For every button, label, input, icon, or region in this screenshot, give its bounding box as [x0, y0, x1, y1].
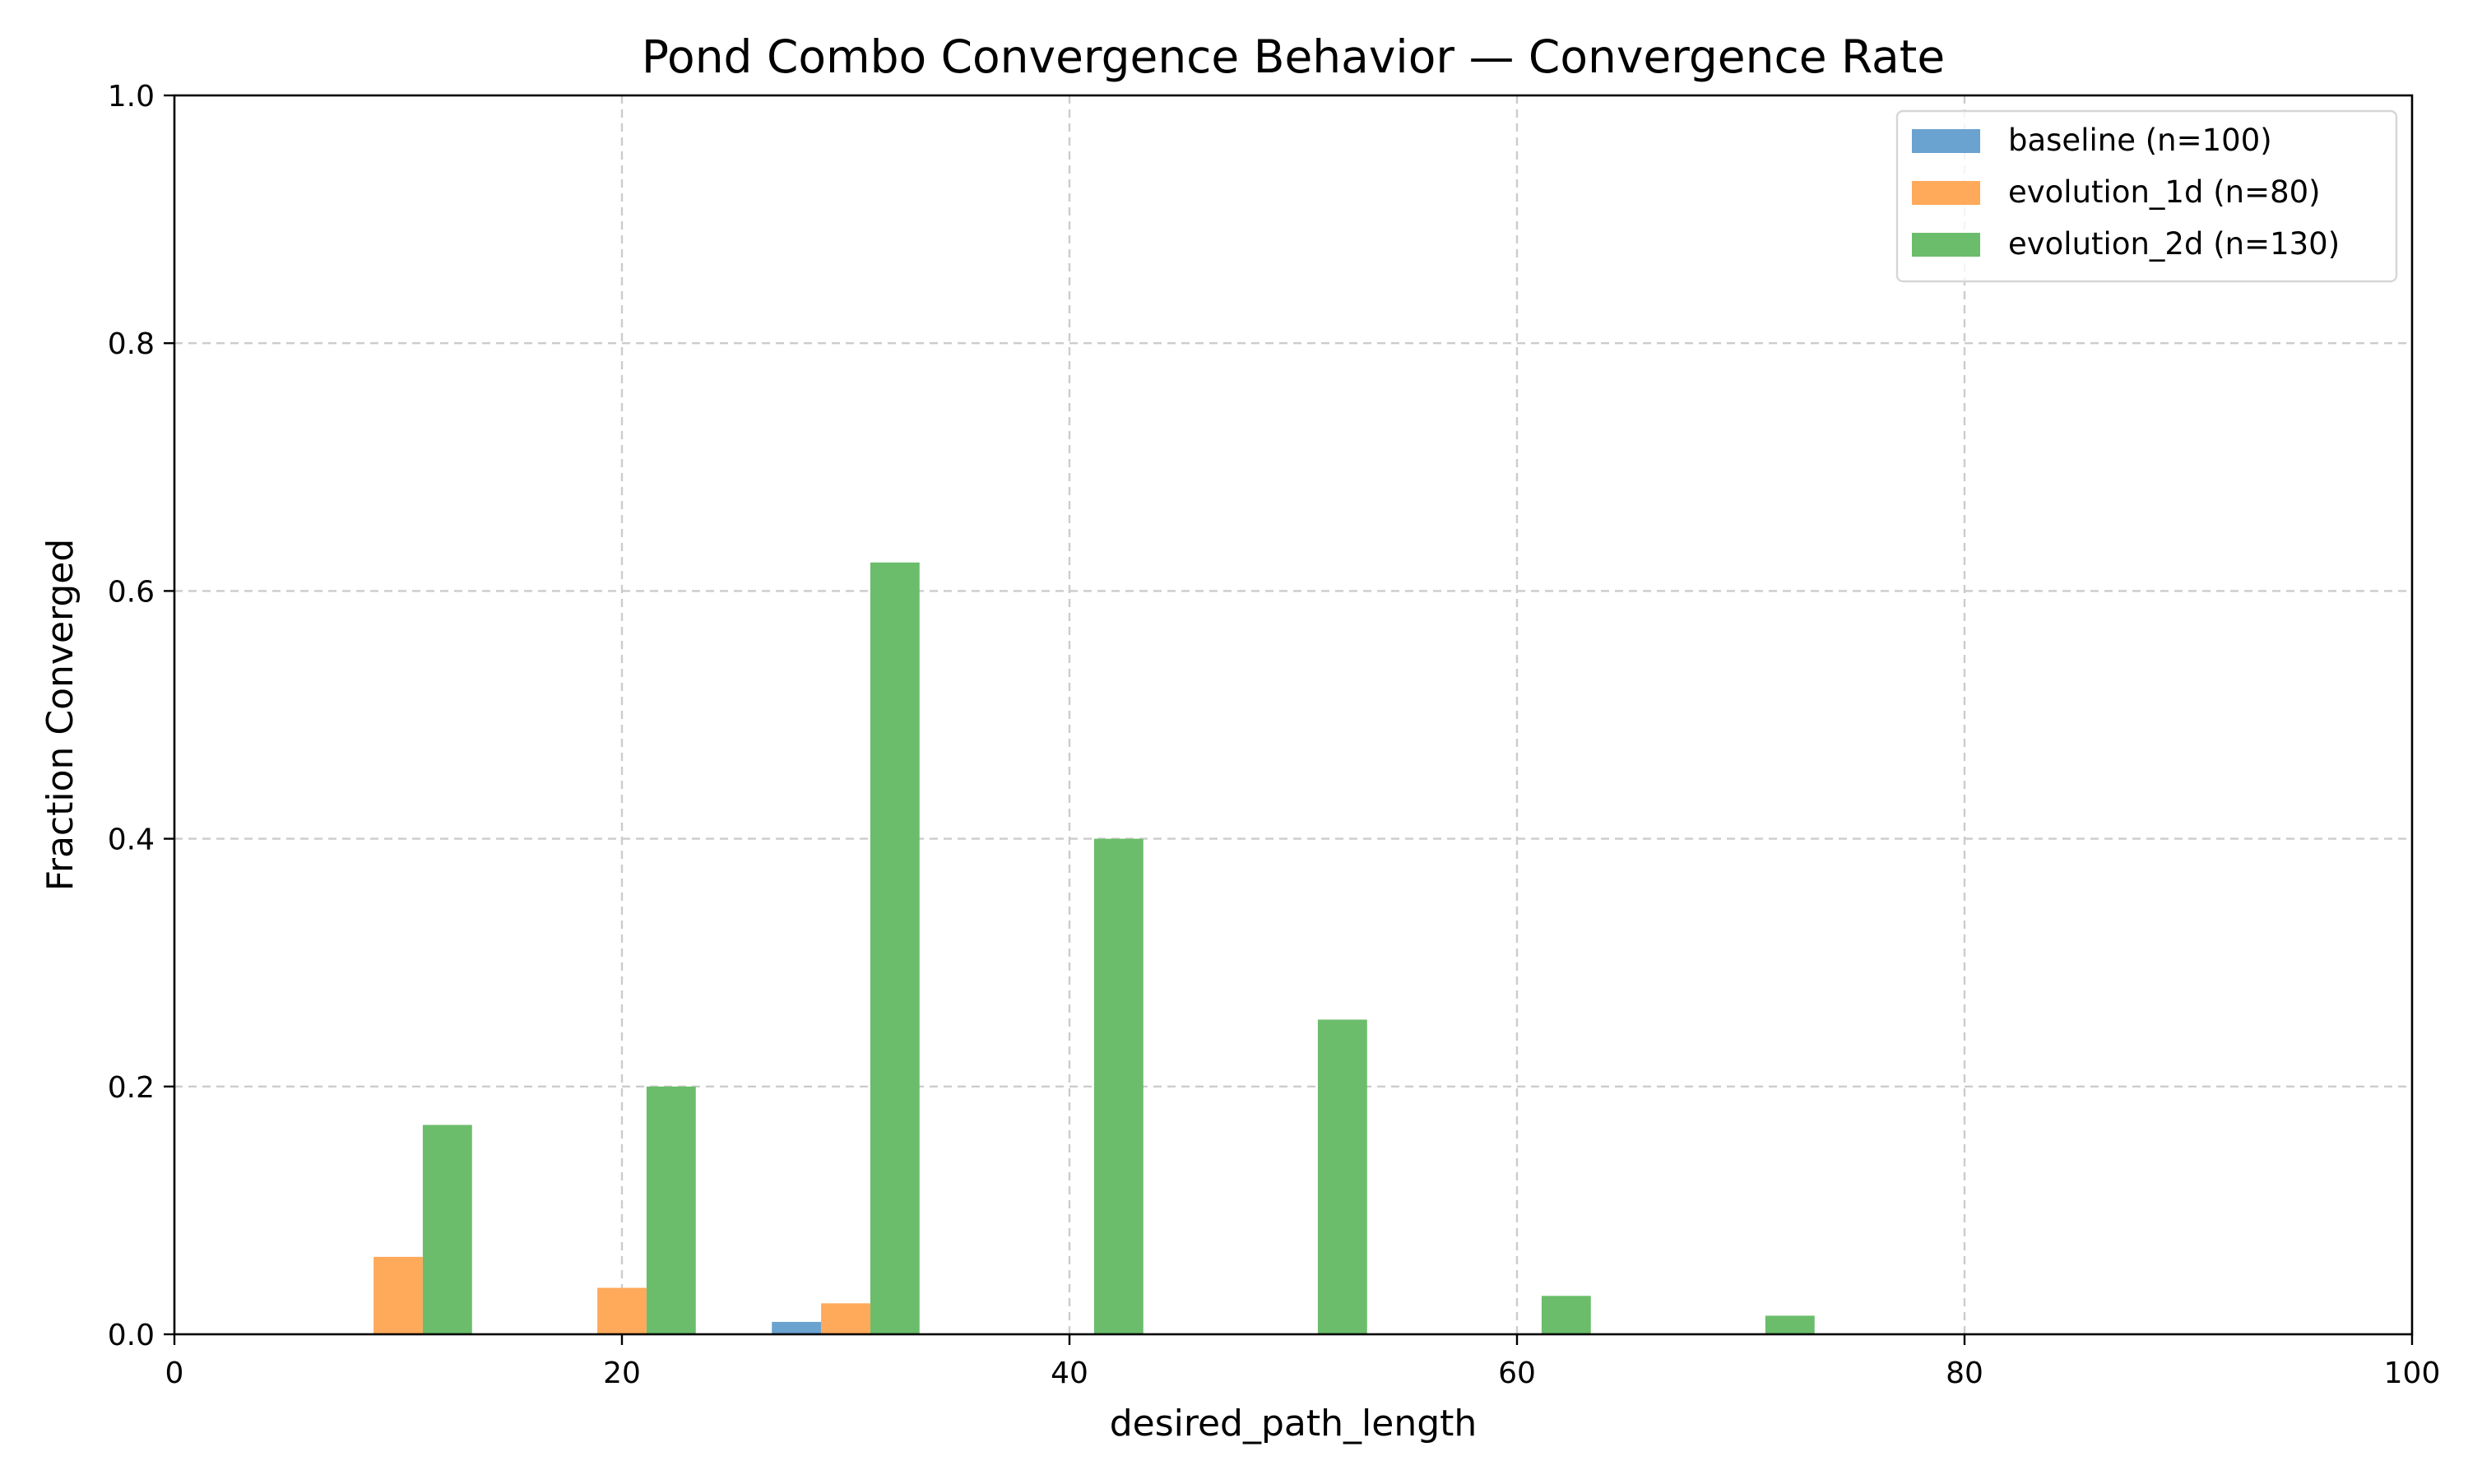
- legend-swatch: [1912, 181, 1980, 205]
- legend-box: [1895, 109, 2398, 283]
- grid-lines: [174, 95, 2412, 1334]
- x-tick-label: 80: [1946, 1356, 1983, 1390]
- bar-evolution-1d: [597, 1287, 647, 1334]
- x-axis-label: desired_path_length: [1110, 1403, 1478, 1445]
- axis-ticks: 0 20 40 60 80 100 0.0 0.2 0.4 0.6 0.8 1.0: [108, 80, 2441, 1390]
- bar-evolution-2d: [422, 1125, 472, 1334]
- bar-evolution-1d: [821, 1303, 870, 1334]
- chart-title: Pond Combo Convergence Behavior — Conver…: [642, 30, 1945, 83]
- legend-label: baseline (n=100): [2008, 123, 2272, 158]
- y-tick-label: 0.0: [108, 1319, 155, 1352]
- x-tick-label: 0: [165, 1356, 184, 1390]
- y-tick-label: 1.0: [108, 80, 155, 114]
- x-tick-label: 60: [1498, 1356, 1536, 1390]
- bar-evolution-2d: [870, 562, 920, 1334]
- y-tick-label: 0.4: [108, 823, 155, 857]
- bar-evolution-2d: [1765, 1315, 1815, 1334]
- bar-evolution-2d: [646, 1086, 696, 1334]
- y-axis-label: Fraction Converged: [39, 539, 81, 892]
- legend-label: evolution_2d (n=130): [2008, 226, 2340, 262]
- bar-baseline: [772, 1321, 822, 1334]
- bar-evolution-2d: [1541, 1296, 1591, 1334]
- bar-evolution-2d: [1093, 838, 1144, 1334]
- bars: [373, 562, 1815, 1334]
- legend-swatch: [1912, 129, 1980, 153]
- legend-label: evolution_1d (n=80): [2008, 174, 2321, 210]
- legend-swatch: [1912, 233, 1980, 257]
- y-tick-label: 0.8: [108, 327, 155, 361]
- x-tick-label: 20: [603, 1356, 641, 1390]
- bar-evolution-1d: [373, 1256, 423, 1334]
- plot-area-frame: [173, 94, 2414, 1336]
- legend: baseline (n=100) evolution_1d (n=80) evolu…: [1895, 109, 2398, 283]
- x-tick-label: 40: [1051, 1356, 1088, 1390]
- y-tick-label: 0.2: [108, 1071, 155, 1105]
- y-tick-label: 0.6: [108, 575, 155, 609]
- x-tick-label: 100: [2384, 1356, 2441, 1390]
- bar-evolution-2d: [1317, 1019, 1367, 1334]
